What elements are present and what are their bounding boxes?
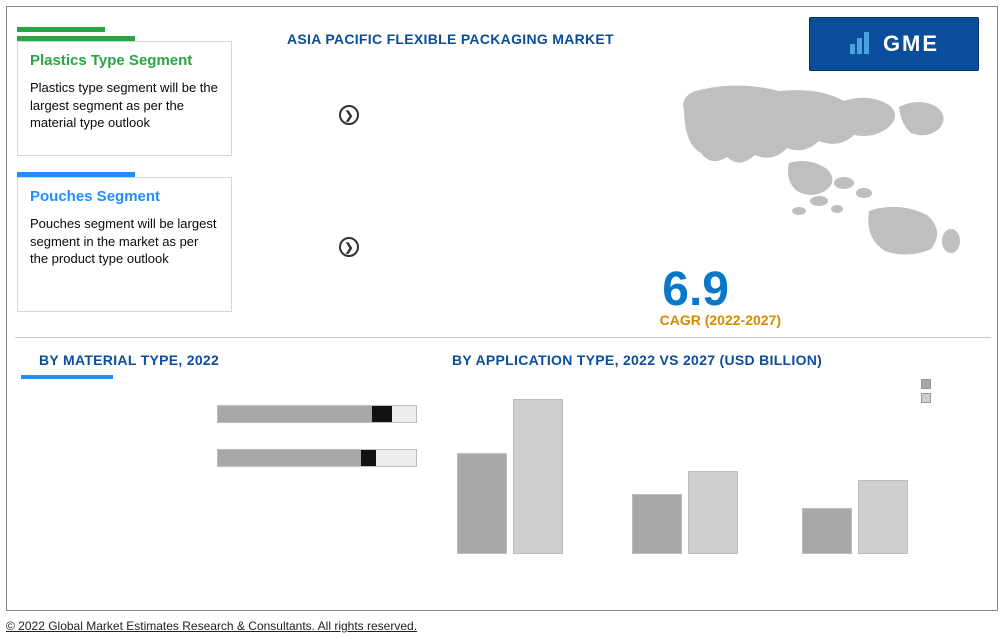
- section-divider: [15, 337, 991, 338]
- application-bar: [858, 480, 908, 554]
- legend-swatch-icon: [921, 379, 931, 389]
- application-bar-group: [457, 399, 577, 554]
- material-title-underline: [21, 375, 113, 379]
- application-bar: [513, 399, 563, 554]
- segment-body-pouches: Pouches segment will be largest segment …: [30, 215, 219, 268]
- material-bar-fill: [218, 450, 361, 466]
- segment-title-pouches: Pouches Segment: [30, 188, 219, 205]
- material-bar-cap: [372, 406, 392, 422]
- logo-bars-icon: [849, 32, 877, 56]
- application-bar: [802, 508, 852, 554]
- gme-logo: GME: [809, 17, 979, 71]
- logo-text: GME: [883, 31, 939, 57]
- application-bar: [457, 453, 507, 554]
- application-bar: [632, 494, 682, 554]
- copyright-text: © 2022 Global Market Estimates Research …: [6, 619, 417, 633]
- segment-card-pouches: Pouches Segment Pouches segment will be …: [17, 177, 232, 312]
- application-bar-group: [632, 471, 752, 554]
- title-accent-bar: [17, 27, 105, 32]
- application-bar: [688, 471, 738, 554]
- infographic-frame: ASIA PACIFIC FLEXIBLE PACKAGING MARKET G…: [6, 6, 998, 611]
- legend-swatch-icon: [921, 393, 931, 403]
- segment-card-plastics: Plastics Type Segment Plastics type segm…: [17, 41, 232, 156]
- cagr-value: 6.9: [662, 262, 729, 317]
- segment-title-plastics: Plastics Type Segment: [30, 52, 219, 69]
- segment-body-plastics: Plastics type segment will be the larges…: [30, 79, 219, 132]
- application-legend: [921, 379, 931, 407]
- application-type-chart: [452, 379, 937, 569]
- application-bar-group: [802, 480, 922, 554]
- cagr-label: CAGR (2022-2027): [660, 312, 781, 328]
- material-bar-fill: [218, 406, 372, 422]
- material-bar: [217, 449, 417, 467]
- application-plot-area: [452, 389, 922, 554]
- material-type-chart: [217, 405, 417, 495]
- material-chart-title: BY MATERIAL TYPE, 2022: [39, 352, 219, 368]
- material-bar-cap: [361, 450, 377, 466]
- material-bar: [217, 405, 417, 423]
- chevron-icon: ❯: [339, 237, 359, 257]
- application-chart-title: BY APPLICATION TYPE, 2022 VS 2027 (USD B…: [452, 352, 822, 368]
- asia-pacific-map: [669, 83, 969, 258]
- page-title: ASIA PACIFIC FLEXIBLE PACKAGING MARKET: [287, 31, 614, 47]
- chevron-icon: ❯: [339, 105, 359, 125]
